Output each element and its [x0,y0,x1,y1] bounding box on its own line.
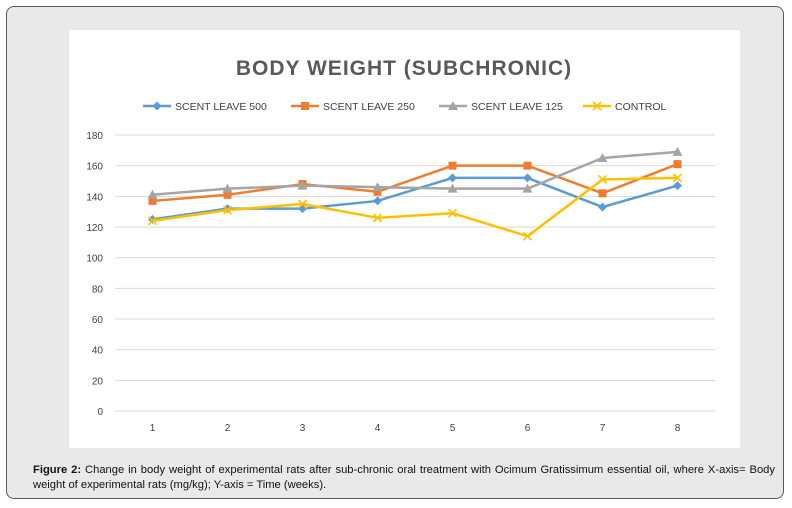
x-tick-label-6: 7 [600,423,606,434]
y-tick-label-7: 140 [86,192,103,203]
legend-label-2: SCENT LEAVE 125 [471,101,563,113]
data-point-s3-2 [297,199,308,209]
y-tick-label-2: 40 [92,346,104,357]
data-point-s2-2 [297,180,308,190]
legend-label-1: SCENT LEAVE 250 [323,101,415,113]
figure-frame: BODY WEIGHT (SUBCHRONIC) SCENT LEAVE 500 S… [6,6,784,499]
data-point-s2-7 [672,146,683,156]
y-tick-label-3: 60 [92,315,104,326]
data-point-s2-6 [597,153,608,162]
series-line-2 [152,150,678,197]
chart-title: BODY WEIGHT (SUBCHRONIC) [236,57,572,80]
data-point-s1-5 [523,161,532,170]
data-point-s1-6 [598,189,607,198]
chart-panel: BODY WEIGHT (SUBCHRONIC) SCENT LEAVE 500 S… [69,30,740,448]
data-point-s0-3 [373,196,382,206]
x-tick-label-7: 8 [675,423,681,434]
y-tick-label-0: 0 [97,407,103,418]
data-point-s2-0 [147,189,158,199]
x-tick-label-1: 2 [225,423,231,434]
data-point-s3-4 [447,208,458,218]
caption-text: Change in body weight of experimental ra… [33,464,775,491]
data-point-s3-6 [597,174,608,185]
legend-label-3: CONTROL [615,101,666,113]
y-tick-label-9: 180 [86,131,103,142]
y-tick-label-4: 80 [92,284,104,295]
series-line-3 [152,176,678,238]
x-tick-label-5: 6 [525,423,531,434]
y-tick-label-1: 20 [92,376,104,387]
data-point-s2-3 [372,182,383,192]
legend-marker-1 [301,102,309,110]
data-point-s3-0 [147,216,158,226]
data-point-s1-4 [448,161,457,170]
data-point-s2-1 [222,183,233,193]
data-point-s0-7 [673,181,682,191]
legend-marker-0 [152,101,162,111]
data-point-s3-1 [222,205,233,215]
x-tick-label-3: 4 [375,423,381,434]
y-tick-label-8: 160 [86,162,103,173]
caption-label: Figure 2: [33,464,82,476]
data-point-s3-3 [372,213,383,223]
data-point-s1-7 [673,160,682,169]
data-point-s2-4 [447,183,458,193]
figure-caption: Figure 2: Change in body weight of exper… [33,463,775,493]
data-point-s1-0 [148,196,157,205]
data-point-s1-1 [223,190,232,199]
data-point-s0-4 [448,173,457,183]
legend-marker-3 [592,101,602,111]
x-tick-label-4: 5 [450,423,456,434]
data-point-s0-6 [598,202,607,212]
data-point-s3-5 [522,231,533,241]
data-point-s1-3 [373,187,382,196]
legend-marker-2 [448,101,458,110]
x-tick-label-0: 1 [150,423,156,434]
data-point-s3-7 [672,173,683,183]
data-point-s0-5 [523,173,532,183]
data-point-s2-5 [522,183,533,193]
line-chart: BODY WEIGHT (SUBCHRONIC) SCENT LEAVE 500 S… [86,57,715,434]
x-tick-label-2: 3 [300,423,306,434]
y-tick-label-5: 100 [86,254,103,265]
legend-label-0: SCENT LEAVE 500 [175,101,267,113]
y-tick-label-6: 120 [86,223,103,234]
